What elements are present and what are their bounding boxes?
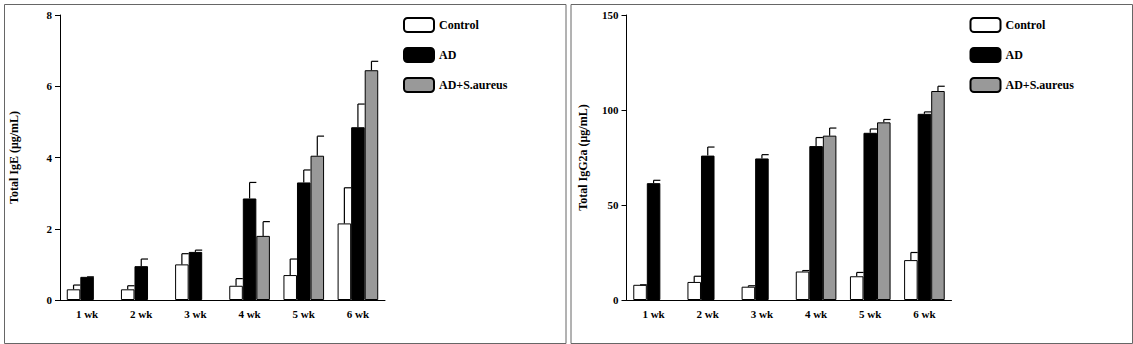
svg-text:50: 50 xyxy=(608,199,620,211)
svg-text:150: 150 xyxy=(602,9,619,21)
svg-text:5 wk: 5 wk xyxy=(859,308,882,320)
svg-text:8: 8 xyxy=(47,9,53,21)
svg-text:6: 6 xyxy=(47,80,53,92)
svg-text:2 wk: 2 wk xyxy=(697,308,720,320)
svg-text:AD: AD xyxy=(439,48,457,62)
svg-text:Total IgG2a (μg/mL): Total IgG2a (μg/mL) xyxy=(576,104,590,210)
svg-text:5 wk: 5 wk xyxy=(293,308,316,320)
svg-text:Control: Control xyxy=(1006,18,1046,32)
svg-text:0: 0 xyxy=(47,294,53,306)
svg-text:100: 100 xyxy=(602,104,619,116)
svg-text:3 wk: 3 wk xyxy=(751,308,774,320)
svg-text:0: 0 xyxy=(613,294,619,306)
svg-text:3 wk: 3 wk xyxy=(184,308,207,320)
svg-text:AD+S.aureus: AD+S.aureus xyxy=(1006,78,1075,92)
svg-text:2: 2 xyxy=(47,223,53,235)
svg-text:AD: AD xyxy=(1006,48,1024,62)
svg-text:Control: Control xyxy=(439,18,479,32)
svg-text:4: 4 xyxy=(47,152,53,164)
svg-text:Total IgE (μg/mL): Total IgE (μg/mL) xyxy=(7,111,21,204)
svg-text:6 wk: 6 wk xyxy=(913,308,936,320)
svg-text:6 wk: 6 wk xyxy=(347,308,370,320)
svg-text:1 wk: 1 wk xyxy=(76,308,99,320)
svg-text:2 wk: 2 wk xyxy=(130,308,153,320)
svg-text:AD+S.aureus: AD+S.aureus xyxy=(439,78,508,92)
svg-text:4 wk: 4 wk xyxy=(238,308,261,320)
svg-text:1 wk: 1 wk xyxy=(642,308,665,320)
svg-text:4 wk: 4 wk xyxy=(805,308,828,320)
